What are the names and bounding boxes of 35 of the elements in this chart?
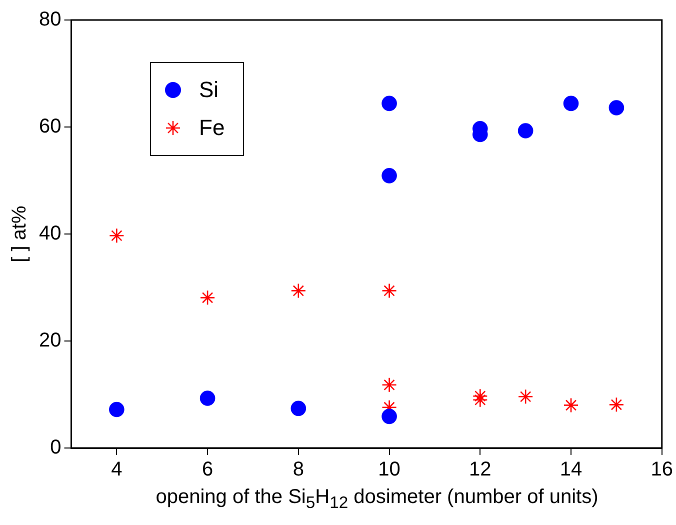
point [382, 408, 397, 424]
point [109, 402, 124, 418]
point [608, 397, 624, 412]
point [382, 168, 397, 184]
x-tick-label: 8 [292, 458, 304, 481]
x-tick-label: 16 [650, 458, 673, 481]
y-tick-label: 60 [38, 116, 62, 138]
point [563, 96, 579, 112]
x-tick-label: 4 [111, 458, 122, 481]
point [290, 400, 306, 416]
y-tick-label: 80 [38, 8, 62, 31]
point [382, 377, 397, 393]
point [200, 390, 216, 406]
point [472, 388, 488, 404]
legend-label: Si [199, 77, 219, 103]
point [563, 398, 579, 413]
x-tick-label: 12 [469, 458, 492, 481]
point [608, 100, 624, 116]
y-axis-title: [ ] at% [8, 205, 31, 262]
y-tick-label: 40 [38, 222, 62, 245]
point [472, 392, 488, 408]
point [382, 96, 397, 112]
point [200, 290, 216, 306]
point [290, 283, 306, 298]
x-tick-label: 14 [560, 458, 582, 481]
x-axis-title: opening of the Si$_{5}$H$_{12}$ dosimeter (number of units) [154, 486, 600, 513]
point [382, 283, 397, 298]
legend-label: Fe [199, 115, 225, 141]
point [518, 388, 534, 404]
x-tick-label: 6 [202, 458, 214, 481]
y-tick-label: 0 [50, 436, 62, 459]
y-tick-label: 20 [38, 330, 62, 352]
point [109, 228, 124, 244]
x-tick-label: 10 [378, 458, 400, 481]
point [518, 123, 534, 138]
